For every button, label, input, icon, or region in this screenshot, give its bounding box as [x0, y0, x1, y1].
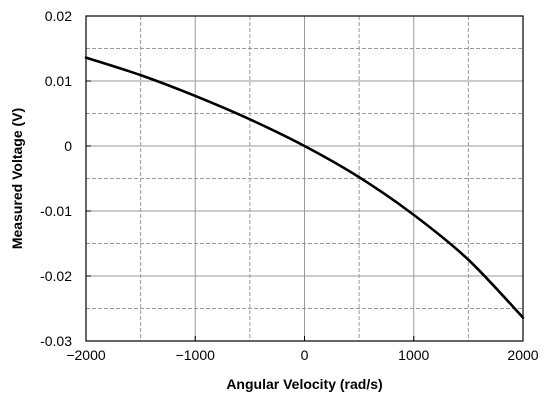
y-tick-label: 0 — [64, 138, 72, 154]
y-tick-label: -0.02 — [40, 268, 72, 284]
series — [84, 56, 525, 319]
y-tick-label: 0.01 — [45, 73, 72, 89]
grid — [86, 16, 523, 341]
y-tick-label: -0.01 — [40, 203, 72, 219]
x-tick-label: −2000 — [66, 347, 106, 363]
x-tick-label: −1000 — [176, 347, 216, 363]
y-tick-label: -0.03 — [40, 333, 72, 349]
series-line — [84, 56, 525, 319]
axis-ticks: −2000 −1000 0 1000 2000 0.02 0.01 0 -0.01 -0.02 -0… — [40, 8, 539, 363]
x-axis-title: Angular Velocity (rad/s) — [226, 376, 382, 392]
y-tick-label: 0.02 — [45, 8, 72, 24]
x-tick-label: 0 — [301, 347, 309, 363]
x-tick-label: 2000 — [507, 347, 538, 363]
x-tick-label: 1000 — [398, 347, 429, 363]
y-axis-title: Measured Voltage (V) — [9, 108, 25, 249]
